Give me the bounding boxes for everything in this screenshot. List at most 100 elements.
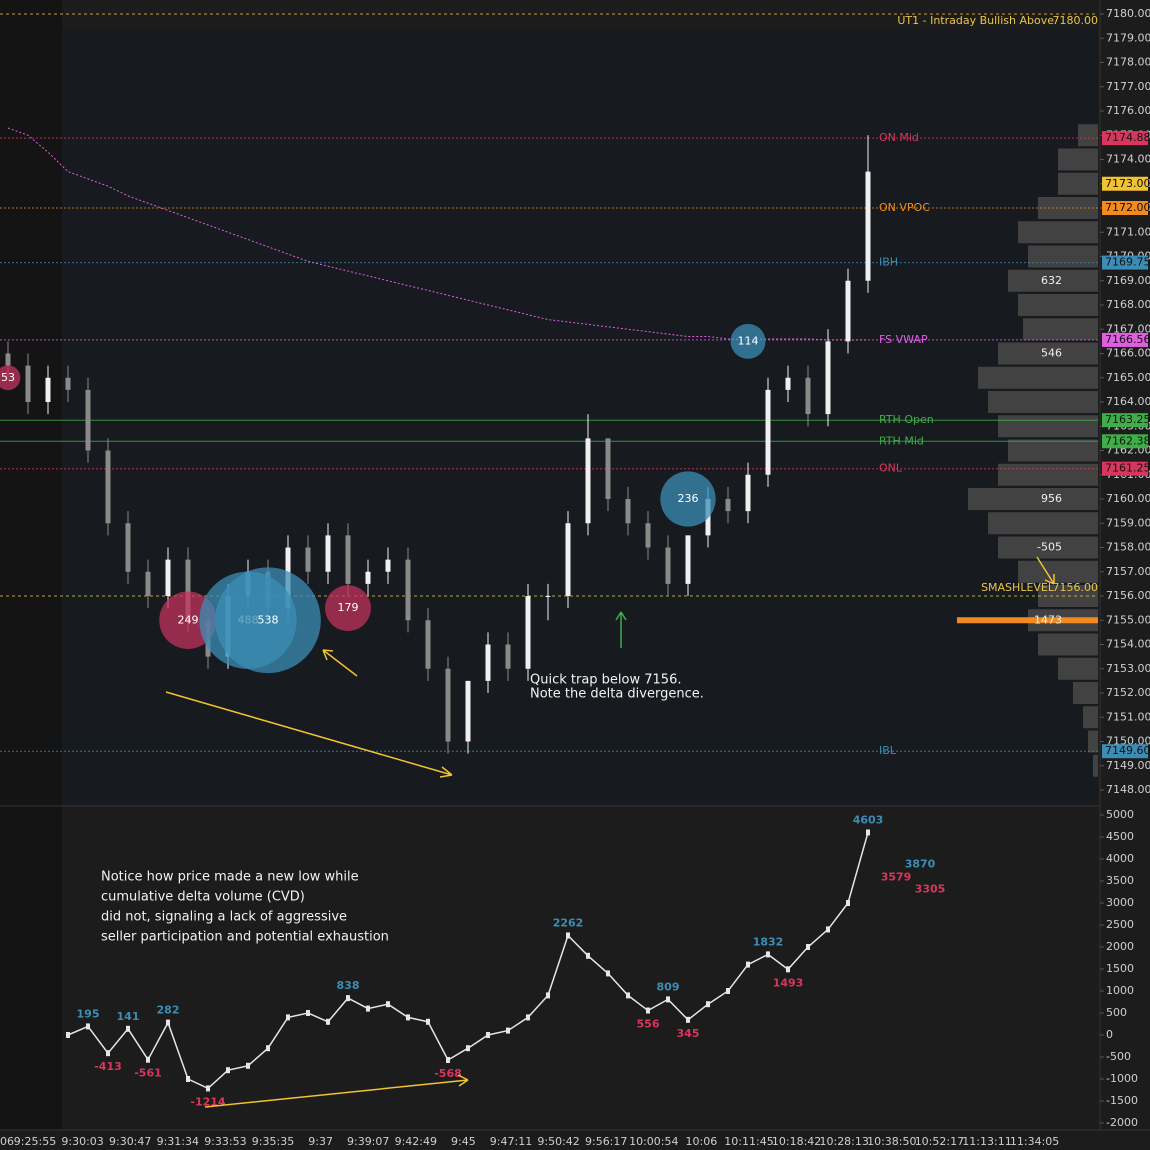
candle-body: [685, 535, 691, 584]
profile-bar: [1073, 682, 1098, 704]
candle-body: [445, 668, 451, 742]
price-badge-label: 7162.38: [1105, 434, 1150, 447]
x-tick-label: 10:00:54: [629, 1135, 678, 1148]
candle-body: [825, 341, 831, 415]
x-tick-label: 06: [0, 1135, 14, 1148]
cvd-bar: [846, 900, 850, 906]
y-tick-label: 7169.00: [1106, 274, 1150, 287]
cvd-bar: [626, 992, 630, 999]
profile-bar: [1008, 439, 1098, 462]
history-shade: [0, 0, 62, 1130]
price-badge-label: 7149.60: [1105, 744, 1150, 757]
cvd-bar: [326, 1018, 330, 1025]
cvd-bar: [306, 1010, 310, 1016]
cvd-extreme-label: 141: [117, 1010, 140, 1023]
x-tick-label: 10:18:42: [772, 1135, 821, 1148]
bubble-label: 538: [258, 613, 279, 626]
cvd-extreme-label: -568: [434, 1067, 462, 1080]
bubble-label: 249: [178, 613, 199, 626]
candle-body: [565, 523, 571, 596]
x-tick-label: 9:35:35: [252, 1135, 294, 1148]
y-tick-label: 7168.00: [1106, 298, 1150, 311]
cvd-extreme-label: 345: [677, 1027, 700, 1040]
cvd-bar: [466, 1045, 470, 1052]
level-name: ONL: [879, 462, 903, 475]
profile-bar: [998, 415, 1098, 438]
y-tick-label: 7153.00: [1106, 662, 1150, 675]
annotation: Notice how price made a new low while: [101, 870, 359, 885]
candle-body: [65, 377, 71, 390]
cvd-bar: [806, 944, 810, 950]
price-badge: [1102, 434, 1148, 449]
level-name: UT1 - Intraday Bullish Above: [897, 14, 1054, 27]
price-badge: [1102, 131, 1148, 146]
x-tick-label: 9:45: [451, 1135, 476, 1148]
cvd-bar: [66, 1032, 70, 1038]
arrow: [165, 691, 453, 778]
y-tick-label: 7165.00: [1106, 371, 1150, 384]
y-tick-label: 5000: [1106, 808, 1134, 821]
profile-bar: [998, 536, 1098, 559]
volume-bubble: [730, 323, 766, 359]
cvd-bar: [486, 1032, 490, 1038]
vwap-line: [7, 127, 868, 341]
candle-body: [665, 547, 671, 584]
y-tick-label: 7171.00: [1106, 225, 1150, 238]
cvd-bar: [186, 1076, 190, 1082]
cvd-bar: [746, 961, 750, 968]
y-tick-label: 7159.00: [1106, 516, 1150, 529]
candle-body: [185, 559, 191, 621]
y-tick-label: 7155.00: [1106, 613, 1150, 626]
candle-body: [25, 365, 31, 402]
y-tick-label: 7174.00: [1106, 153, 1150, 166]
volume-bubble: [0, 365, 21, 391]
profile-bar: [1018, 294, 1098, 316]
profile-label: -505: [1037, 541, 1062, 554]
y-tick-label: 0: [1106, 1028, 1113, 1041]
x-tick-label: 9:50:42: [537, 1135, 579, 1148]
x-tick-label: 9:33:53: [204, 1135, 246, 1148]
candle-body: [465, 680, 471, 742]
price-badge: [1102, 461, 1148, 476]
annotation: Note the delta divergence.: [530, 687, 704, 702]
volume-bubble: [215, 567, 321, 674]
candle-body: [125, 523, 131, 572]
cvd-bar: [586, 952, 590, 959]
cvd-bar: [686, 1016, 690, 1023]
cvd-bar: [426, 1018, 430, 1025]
cvd-bar: [526, 1014, 530, 1021]
profile-label: 956: [1041, 492, 1062, 505]
bubble-label: 236: [678, 492, 699, 505]
y-tick-label: 7154.00: [1106, 638, 1150, 651]
profile-bar: [1058, 172, 1098, 195]
profile-bar: [1058, 657, 1098, 680]
profile-bar: [1083, 706, 1098, 729]
arrow: [322, 649, 358, 677]
level-name: IBH: [879, 256, 898, 269]
annotation: cumulative delta volume (CVD): [101, 890, 305, 905]
price-badge-label: 7172.00: [1105, 201, 1150, 214]
y-tick-label: 7152.00: [1106, 686, 1150, 699]
profile-bar: [978, 366, 1098, 389]
level-name: IBL: [879, 744, 897, 757]
cvd-extreme-label: -561: [134, 1067, 162, 1080]
profile-bar: [1028, 245, 1098, 268]
last-price-label: 7173.00: [1105, 177, 1150, 190]
y-tick-label: 4000: [1106, 852, 1134, 865]
profile-bar: [988, 512, 1098, 535]
x-tick-label: 9:25:55: [14, 1135, 56, 1148]
cvd-bar: [206, 1085, 210, 1092]
candle-body: [525, 596, 531, 669]
bubble-label: 53: [1, 371, 15, 384]
candle-body: [425, 620, 431, 669]
cvd-summary-label: 3870: [905, 858, 936, 871]
profile-label: 546: [1041, 347, 1062, 360]
profile-bar: [998, 463, 1098, 486]
cvd-bar: [446, 1056, 450, 1063]
y-tick-label: 7156.00: [1106, 589, 1150, 602]
profile-bar: [1018, 560, 1098, 583]
price-badge: [1102, 332, 1148, 347]
profile-bar: [1058, 148, 1098, 171]
y-tick-label: 1500: [1106, 962, 1134, 975]
